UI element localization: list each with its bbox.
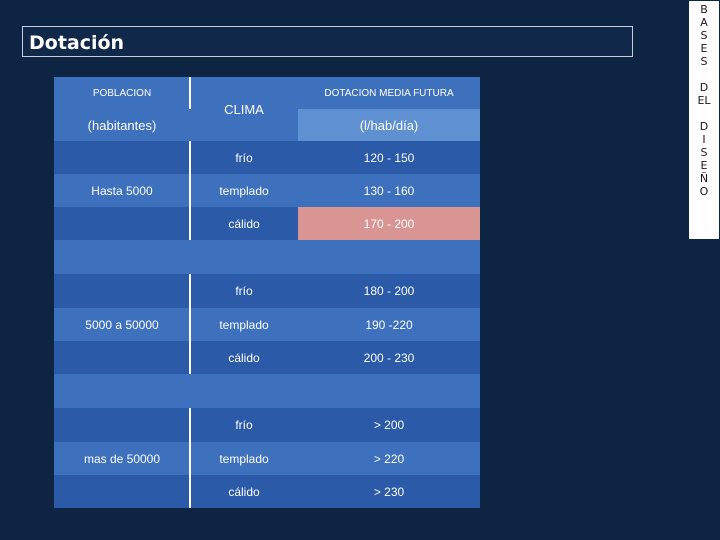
clima-cell: cálido xyxy=(190,341,298,374)
valor-cell: 180 - 200 xyxy=(298,274,480,308)
side-letter: Ñ xyxy=(699,172,709,185)
title-box: Dotación xyxy=(22,26,633,57)
header-poblacion: POBLACION xyxy=(54,77,190,109)
column-divider xyxy=(189,141,191,240)
side-letter: E xyxy=(700,159,708,172)
population-cell: mas de 50000 xyxy=(54,442,190,475)
population-cell: Hasta 5000 xyxy=(54,174,190,207)
side-letter: E xyxy=(700,42,708,55)
side-letter: O xyxy=(699,185,709,198)
population-spacer xyxy=(54,141,190,174)
header-clima: CLIMA xyxy=(190,77,298,141)
valor-cell-highlight: 170 - 200 xyxy=(298,207,480,240)
valor-cell: > 220 xyxy=(298,442,480,475)
population-spacer xyxy=(54,408,190,442)
valor-cell: 120 - 150 xyxy=(298,141,480,174)
side-letter: D xyxy=(699,120,709,133)
side-letter: S xyxy=(700,55,708,68)
column-divider xyxy=(189,77,191,109)
column-divider xyxy=(189,408,191,508)
population-spacer xyxy=(54,207,190,240)
side-letter: B xyxy=(700,3,708,16)
side-letter: S xyxy=(700,146,708,159)
clima-cell: cálido xyxy=(190,475,298,508)
valor-cell: > 230 xyxy=(298,475,480,508)
clima-cell: templado xyxy=(190,174,298,207)
valor-cell: 130 - 160 xyxy=(298,174,480,207)
population-cell: 5000 a 50000 xyxy=(54,308,190,341)
clima-cell: templado xyxy=(190,442,298,475)
side-label: B A S E S D EL D I S E Ñ O xyxy=(688,0,720,240)
dotacion-table: POBLACION (habitantes) CLIMA DOTACION ME… xyxy=(54,77,480,508)
valor-cell: > 200 xyxy=(298,408,480,442)
clima-cell: frío xyxy=(190,141,298,174)
clima-cell: cálido xyxy=(190,207,298,240)
page-title: Dotación xyxy=(29,32,125,54)
population-spacer xyxy=(54,274,190,308)
clima-cell: frío xyxy=(190,274,298,308)
population-spacer xyxy=(54,475,190,508)
header-unidad: (l/hab/día) xyxy=(298,109,480,141)
header-dotacion: DOTACION MEDIA FUTURA xyxy=(298,77,480,109)
clima-cell: templado xyxy=(190,308,298,341)
side-letter: I xyxy=(702,133,706,146)
side-letter: A xyxy=(700,16,708,29)
valor-cell: 190 -220 xyxy=(298,308,480,341)
clima-cell: frío xyxy=(190,408,298,442)
valor-cell: 200 - 230 xyxy=(298,341,480,374)
row-separator xyxy=(54,240,480,274)
header-habitantes: (habitantes) xyxy=(54,109,190,141)
side-letter: S xyxy=(700,29,708,42)
side-word: D EL xyxy=(697,81,711,107)
population-spacer xyxy=(54,341,190,374)
column-divider xyxy=(189,274,191,374)
row-separator xyxy=(54,374,480,408)
